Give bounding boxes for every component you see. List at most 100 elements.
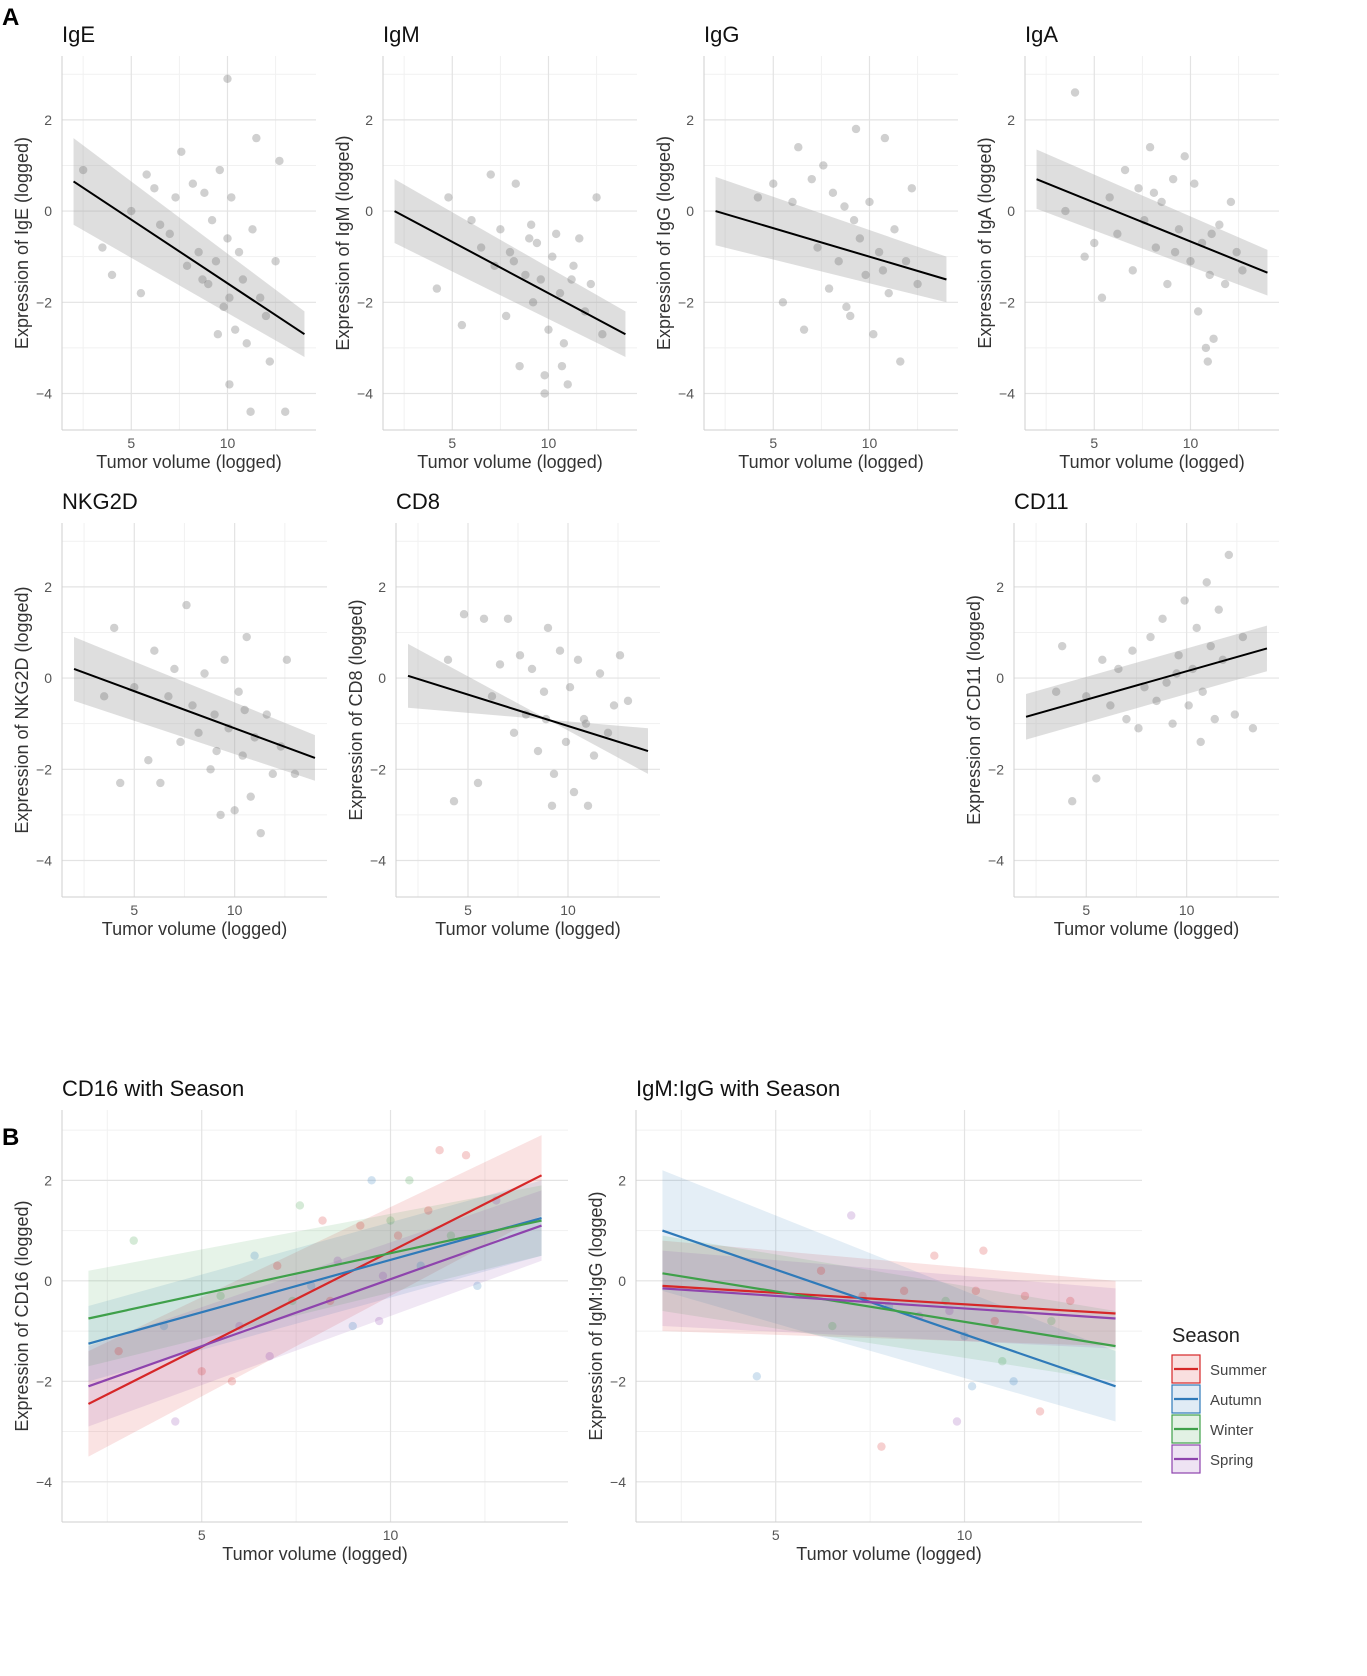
y-axis-label: Expression of IgG (logged)	[654, 136, 674, 350]
data-point-spring	[374, 1316, 384, 1326]
data-point	[1113, 229, 1122, 239]
data-point-winter	[1047, 1316, 1056, 1326]
data-point	[268, 769, 277, 779]
data-point	[1193, 307, 1203, 316]
x-axis-label: Tumor volume (logged)	[417, 452, 602, 472]
data-point	[1203, 357, 1213, 366]
data-point	[213, 330, 223, 339]
y-tick-label: 2	[996, 579, 1004, 595]
data-point-summer	[899, 1286, 909, 1296]
data-point-autumn	[307, 1281, 316, 1291]
data-point	[540, 389, 549, 398]
data-point	[449, 797, 459, 806]
data-point	[788, 197, 797, 207]
data-point	[579, 714, 589, 724]
legend-title: Season	[1172, 1325, 1240, 1347]
x-tick-label: 10	[383, 1527, 399, 1543]
data-point	[528, 298, 538, 307]
data-point	[1057, 641, 1067, 651]
data-point	[194, 728, 203, 738]
data-point	[1090, 238, 1099, 248]
data-point-autumn	[250, 1251, 259, 1260]
data-point	[1198, 687, 1207, 696]
series-line-winter	[88, 1219, 542, 1320]
data-point-summer	[227, 1377, 237, 1386]
data-point	[156, 778, 165, 788]
data-point	[1162, 678, 1171, 687]
data-point-summer	[990, 1316, 999, 1326]
data-point	[884, 288, 893, 298]
x-tick-label: 5	[127, 435, 135, 451]
y-tick-label: 0	[686, 203, 694, 219]
data-point	[623, 696, 633, 706]
data-point	[1174, 651, 1183, 660]
data-point	[282, 655, 292, 665]
data-point	[1224, 550, 1234, 560]
data-point	[813, 243, 822, 252]
x-axis-label: Tumor volume (logged)	[796, 1544, 981, 1564]
data-point-summer	[816, 1266, 826, 1275]
y-tick-label: 0	[618, 1273, 626, 1289]
data-point	[583, 801, 593, 810]
data-point	[220, 655, 229, 665]
data-point	[1068, 797, 1077, 806]
data-point	[78, 165, 88, 175]
data-point	[1152, 696, 1161, 706]
y-tick-label: −2	[36, 1373, 52, 1389]
data-point	[170, 664, 179, 674]
data-point	[901, 257, 911, 266]
data-point-spring	[171, 1417, 180, 1426]
data-point	[1230, 710, 1240, 719]
data-point	[890, 225, 899, 234]
data-point	[819, 161, 828, 170]
y-axis-label: Expression of CD16 (logged)	[12, 1200, 32, 1431]
data-point	[142, 170, 151, 179]
data-point	[865, 197, 874, 207]
data-point	[182, 261, 192, 271]
data-point	[603, 728, 613, 738]
data-point	[549, 769, 559, 779]
data-point-autumn	[967, 1382, 977, 1391]
data-point-summer	[356, 1221, 365, 1230]
panel-b-label: B	[2, 1124, 19, 1151]
data-point	[262, 710, 271, 719]
data-point	[476, 243, 486, 252]
data-point	[573, 655, 583, 665]
data-point	[171, 193, 180, 202]
panel-igg: −4 −2 0 2 5 10 IgG Tumor volume (logged) Express…	[654, 22, 958, 472]
data-point	[559, 339, 569, 348]
data-point	[200, 669, 209, 678]
data-point	[487, 692, 497, 701]
data-point	[557, 361, 567, 371]
y-tick-label: 2	[44, 579, 52, 595]
legend-item-summer: Summer	[1171, 1354, 1267, 1384]
data-point	[246, 792, 255, 801]
data-point	[210, 710, 219, 719]
data-point-summer	[979, 1246, 988, 1255]
data-point-winter	[386, 1216, 395, 1225]
data-point	[1146, 632, 1155, 642]
data-point	[753, 193, 763, 202]
data-point	[794, 143, 803, 152]
data-point	[511, 179, 520, 188]
data-point	[878, 266, 888, 275]
data-point	[1157, 197, 1166, 207]
data-point	[563, 380, 572, 389]
data-point	[1186, 257, 1195, 266]
data-point	[581, 719, 591, 728]
confidence-band-summer	[88, 1135, 542, 1457]
data-point	[240, 705, 249, 715]
data-point-summer	[1035, 1407, 1045, 1416]
x-tick-label: 5	[130, 902, 138, 918]
data-point	[144, 755, 153, 765]
data-point	[1226, 197, 1236, 207]
data-point-summer	[318, 1216, 327, 1225]
data-point	[164, 692, 173, 701]
series-line-autumn	[662, 1229, 1116, 1388]
x-tick-label: 10	[1183, 435, 1199, 451]
x-axis-label: Tumor volume (logged)	[1059, 452, 1244, 472]
data-point	[99, 692, 109, 701]
data-point	[1201, 343, 1211, 353]
data-point-summer	[930, 1251, 939, 1260]
series-line-spring	[662, 1287, 1116, 1320]
